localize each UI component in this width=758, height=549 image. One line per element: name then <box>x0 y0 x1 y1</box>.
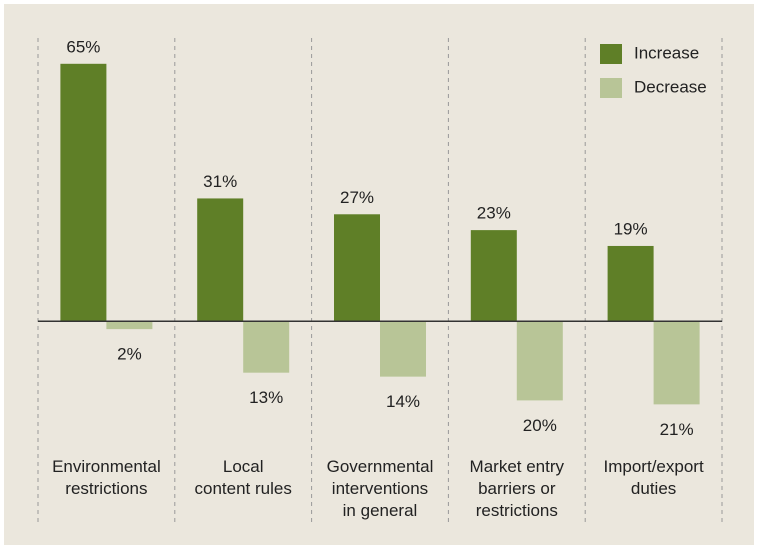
legend-swatch <box>600 78 622 98</box>
value-label: 13% <box>249 388 283 407</box>
bar <box>653 321 700 405</box>
x-tick-label: Market entry barriers or restrictions <box>470 457 565 520</box>
bar <box>334 214 380 322</box>
x-tick-label: Import/export duties <box>604 457 704 498</box>
value-label: 23% <box>477 204 511 223</box>
value-label: 2% <box>117 345 142 364</box>
bar <box>380 321 426 377</box>
value-label: 27% <box>340 188 374 207</box>
x-tick-label: Local content rules <box>195 457 292 498</box>
bar <box>60 63 107 322</box>
bar <box>197 198 244 322</box>
bar <box>516 321 563 401</box>
bar <box>243 321 290 373</box>
legend-swatch <box>600 44 622 64</box>
x-tick-label: Governmental interventions in general <box>327 457 434 520</box>
x-tick-label: Environmental restrictions <box>52 457 161 498</box>
value-label: 65% <box>66 37 100 56</box>
bar <box>470 230 517 322</box>
legend-label: Increase <box>634 43 699 62</box>
value-label: 20% <box>523 416 557 435</box>
bar <box>607 245 654 322</box>
value-label: 21% <box>660 420 694 439</box>
legend-label: Decrease <box>634 77 707 96</box>
bar <box>106 321 153 330</box>
value-label: 31% <box>203 172 237 191</box>
value-label: 14% <box>386 392 420 411</box>
value-label: 19% <box>614 219 648 238</box>
